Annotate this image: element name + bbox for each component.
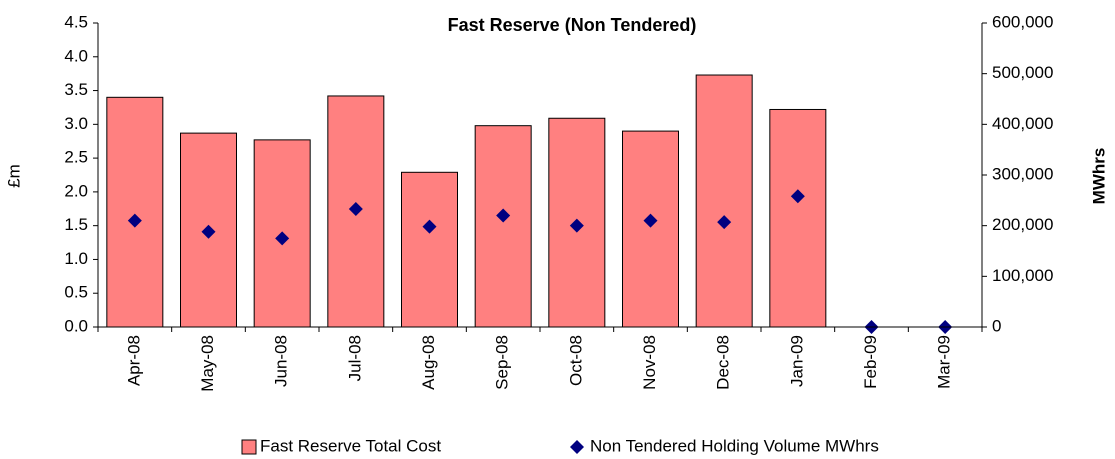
y-tick-label: 1.5 [64,215,88,234]
y2-tick-label: 300,000 [992,164,1053,183]
marker [790,189,805,204]
legend-label: Non Tendered Holding Volume MWhrs [590,436,879,455]
marker [717,215,732,230]
y-tick-label: 2.0 [64,181,88,200]
marker [569,218,584,233]
y-tick-label: 3.5 [64,80,88,99]
bar [401,171,458,328]
marker [201,224,216,239]
x-tick-label: May-08 [198,335,217,392]
y-tick-label: 4.5 [64,12,88,31]
y2-tick-label: 100,000 [992,266,1053,285]
bar [695,74,753,328]
y-tick-label: 4.0 [64,46,88,65]
bar [474,125,532,328]
x-tick-label: Dec-08 [714,335,733,390]
marker [275,231,290,246]
marker [643,213,658,228]
x-tick-label: Oct-08 [566,335,585,386]
bar [622,130,679,328]
y-tick-label: 0.5 [64,283,88,302]
x-tick-label: Aug-08 [419,335,438,390]
legend-label: Fast Reserve Total Cost [260,436,441,455]
x-tick-label: Feb-09 [861,335,880,389]
y-tick-label: 0.0 [64,316,88,335]
marker [496,208,511,223]
y2-tick-label: 200,000 [992,215,1053,234]
chart-title: Fast Reserve (Non Tendered) [448,15,697,35]
x-tick-label: Jul-08 [345,335,364,381]
x-tick-label: Apr-08 [124,335,143,386]
x-tick-label: Sep-08 [493,335,512,390]
y-axis-label: £m [4,164,23,188]
y2-tick-label: 0 [992,316,1001,335]
x-tick-label: Jun-08 [272,335,291,387]
bar [769,108,827,328]
legend-swatch [241,439,257,455]
legend-swatch [570,440,584,454]
marker [422,219,437,234]
y2-tick-label: 600,000 [992,12,1053,31]
y-tick-label: 2.5 [64,148,88,167]
y2-axis-label: MWhrs [1089,148,1108,205]
y2-tick-label: 400,000 [992,114,1053,133]
x-tick-label: Mar-09 [935,335,954,389]
y-tick-label: 1.0 [64,249,88,268]
x-tick-label: Nov-08 [640,335,659,390]
x-tick-label: Jan-09 [787,335,806,387]
marker [348,201,363,216]
y2-tick-label: 500,000 [992,63,1053,82]
marker [127,213,142,228]
bar [106,96,164,328]
y-tick-label: 3.0 [64,114,88,133]
